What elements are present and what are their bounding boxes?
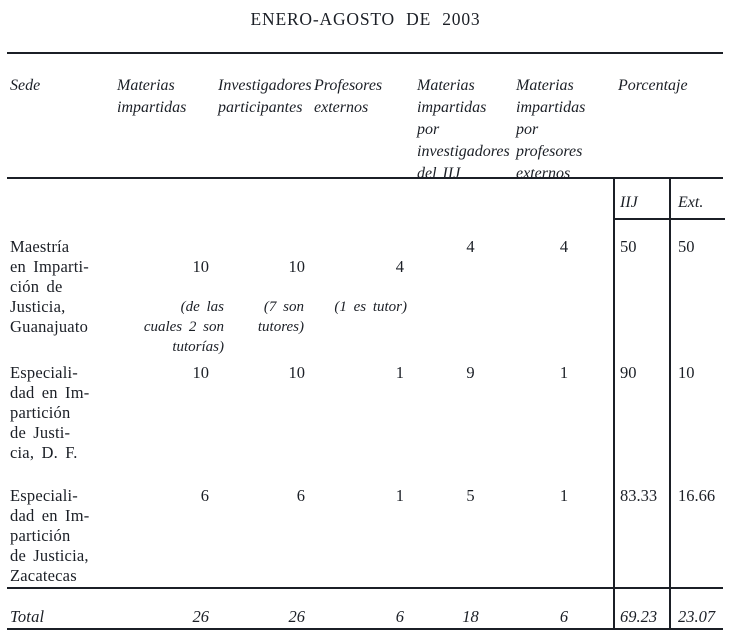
header-investigadores: Investigadores participantes (218, 77, 312, 116)
cell-porcentaje-ext: 16.66 (678, 486, 716, 505)
header-porcentaje: Porcentaje (618, 77, 688, 94)
subheader-ext: Ext. (678, 194, 704, 211)
cell-porcentaje-iij: 50 (620, 237, 637, 256)
rule-below-header (7, 177, 723, 179)
total-materias-prof: 6 (559, 607, 569, 626)
rule-bottom (7, 628, 723, 630)
rule-top (7, 52, 723, 54)
header-materias-prof: Materias impartidas por profesores exter… (516, 77, 586, 182)
cell-investigadores: 10 (7 son tutores) (225, 237, 308, 377)
header-materias: Materias impartidas (117, 77, 187, 116)
total-porcentaje-ext: 23.07 (678, 607, 716, 626)
table-row: Maestría en Imparti- ción de Justicia, G… (0, 237, 731, 377)
total-profesores: 6 (395, 607, 404, 626)
cell-profesores-note: (1 es tutor) (334, 299, 407, 315)
cell-materias-inv: 9 (466, 363, 475, 382)
cell-investigadores-note: (7 son tutores) (257, 299, 304, 335)
cell-profesores-value: 1 (395, 363, 404, 382)
cell-materias-prof: 1 (559, 486, 569, 505)
cell-sede: Especiali- dad en Im- partición de Justi… (10, 363, 90, 462)
cell-materias-note: (de las cuales 2 son tutorías) (143, 299, 224, 355)
cell-investigadores-value: 10 (288, 257, 306, 276)
header-sede: Sede (10, 77, 41, 94)
total-label: Total (10, 607, 45, 626)
cell-sede: Maestría en Imparti- ción de Justicia, G… (10, 237, 89, 336)
cell-investigadores-value: 6 (296, 486, 305, 505)
subheader-iij: IIJ (620, 194, 638, 211)
table-row: Especiali- dad en Im- partición de Justi… (0, 486, 731, 586)
cell-materias-prof: 4 (559, 237, 569, 256)
cell-porcentaje-ext: 10 (678, 363, 695, 382)
cell-profesores: 4 (1 es tutor) (308, 237, 412, 377)
cell-profesores-value: 1 (395, 486, 404, 505)
total-materias-inv: 18 (462, 607, 479, 626)
header-profesores: Profesores externos (314, 77, 383, 116)
cell-porcentaje-iij: 90 (620, 363, 637, 382)
cell-porcentaje-ext: 50 (678, 237, 695, 256)
total-porcentaje-iij: 69.23 (620, 607, 658, 626)
cell-investigadores-value: 10 (288, 363, 306, 382)
total-investigadores: 26 (288, 607, 306, 626)
vline-iij (613, 177, 615, 629)
vline-ext (669, 177, 671, 629)
cell-materias-value: 10 (192, 363, 210, 382)
table-title: ENERO-AGOSTO DE 2003 (250, 9, 481, 29)
cell-sede: Especiali- dad en Im- partición de Justi… (10, 486, 90, 585)
cell-materias-inv: 4 (466, 237, 475, 256)
cell-materias: 10 (de las cuales 2 son tutorías) (110, 237, 225, 377)
table-row: Especiali- dad en Im- partición de Justi… (0, 363, 731, 463)
cell-profesores-value: 4 (395, 257, 404, 276)
cell-materias-inv: 5 (466, 486, 475, 505)
header-materias-inv: Materias impartidas por investigadores d… (417, 77, 510, 182)
cell-porcentaje-iij: 83.33 (620, 486, 658, 505)
rule-above-total (7, 587, 723, 589)
table-total-row: Total 26 26 6 18 6 69.23 23.07 (0, 607, 731, 627)
cell-materias-prof: 1 (559, 363, 569, 382)
cell-materias-value: 10 (192, 257, 210, 276)
rule-below-subheader (613, 218, 725, 220)
cell-materias-value: 6 (200, 486, 209, 505)
total-materias: 26 (192, 607, 210, 626)
